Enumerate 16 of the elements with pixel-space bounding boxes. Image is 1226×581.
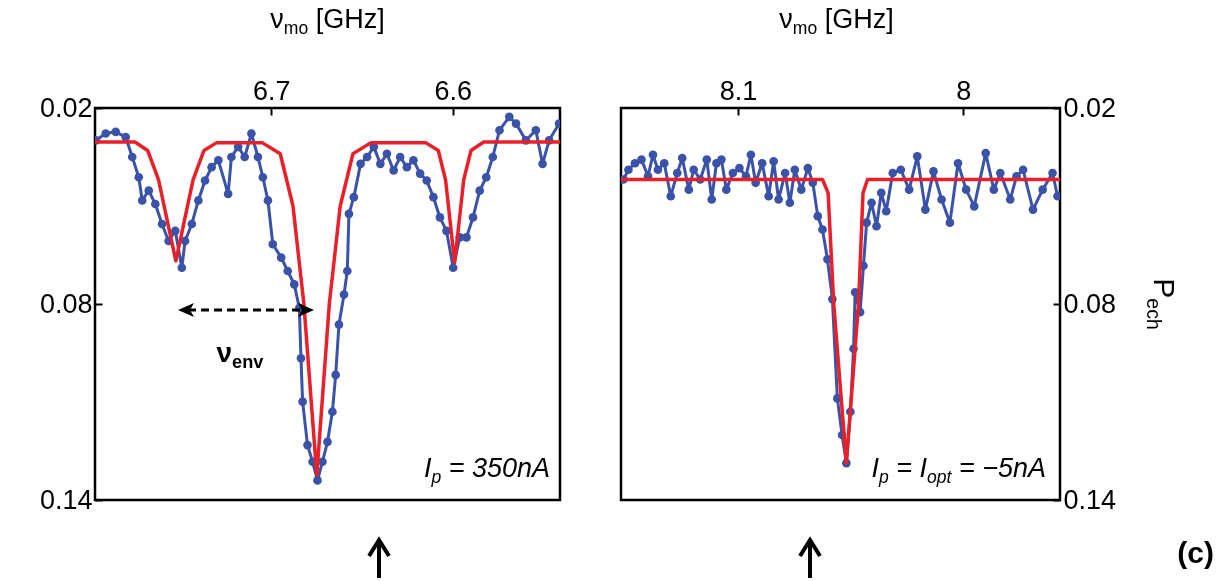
- y2-tick-label: 0.02: [1063, 92, 1117, 123]
- annotation: I$_{p}$ = I$_{opt}$ = −5nA: [871, 452, 1046, 488]
- x-tick-label: 6.6: [434, 75, 473, 106]
- x-axis-title: ν$_{mo}$ [GHz]: [779, 4, 894, 40]
- x-tick-label: 8: [956, 75, 972, 106]
- y-tick-label: 0.02: [39, 92, 93, 123]
- annotation: I$_{p}$ = 350nA: [423, 452, 550, 488]
- text: (c): [1177, 536, 1214, 570]
- annotation: ν$_{env}$: [216, 336, 264, 374]
- y2-tick-label: 0.08: [1063, 288, 1117, 319]
- x-axis-title: ν$_{mo}$ [GHz]: [270, 4, 385, 40]
- x-tick-label: 6.7: [252, 75, 291, 106]
- y2-tick-label: 0.14: [1063, 484, 1117, 515]
- y-tick-label: 0.08: [39, 288, 93, 319]
- y-tick-label: 0.14: [39, 484, 93, 515]
- x-tick-label: 8.1: [719, 75, 758, 106]
